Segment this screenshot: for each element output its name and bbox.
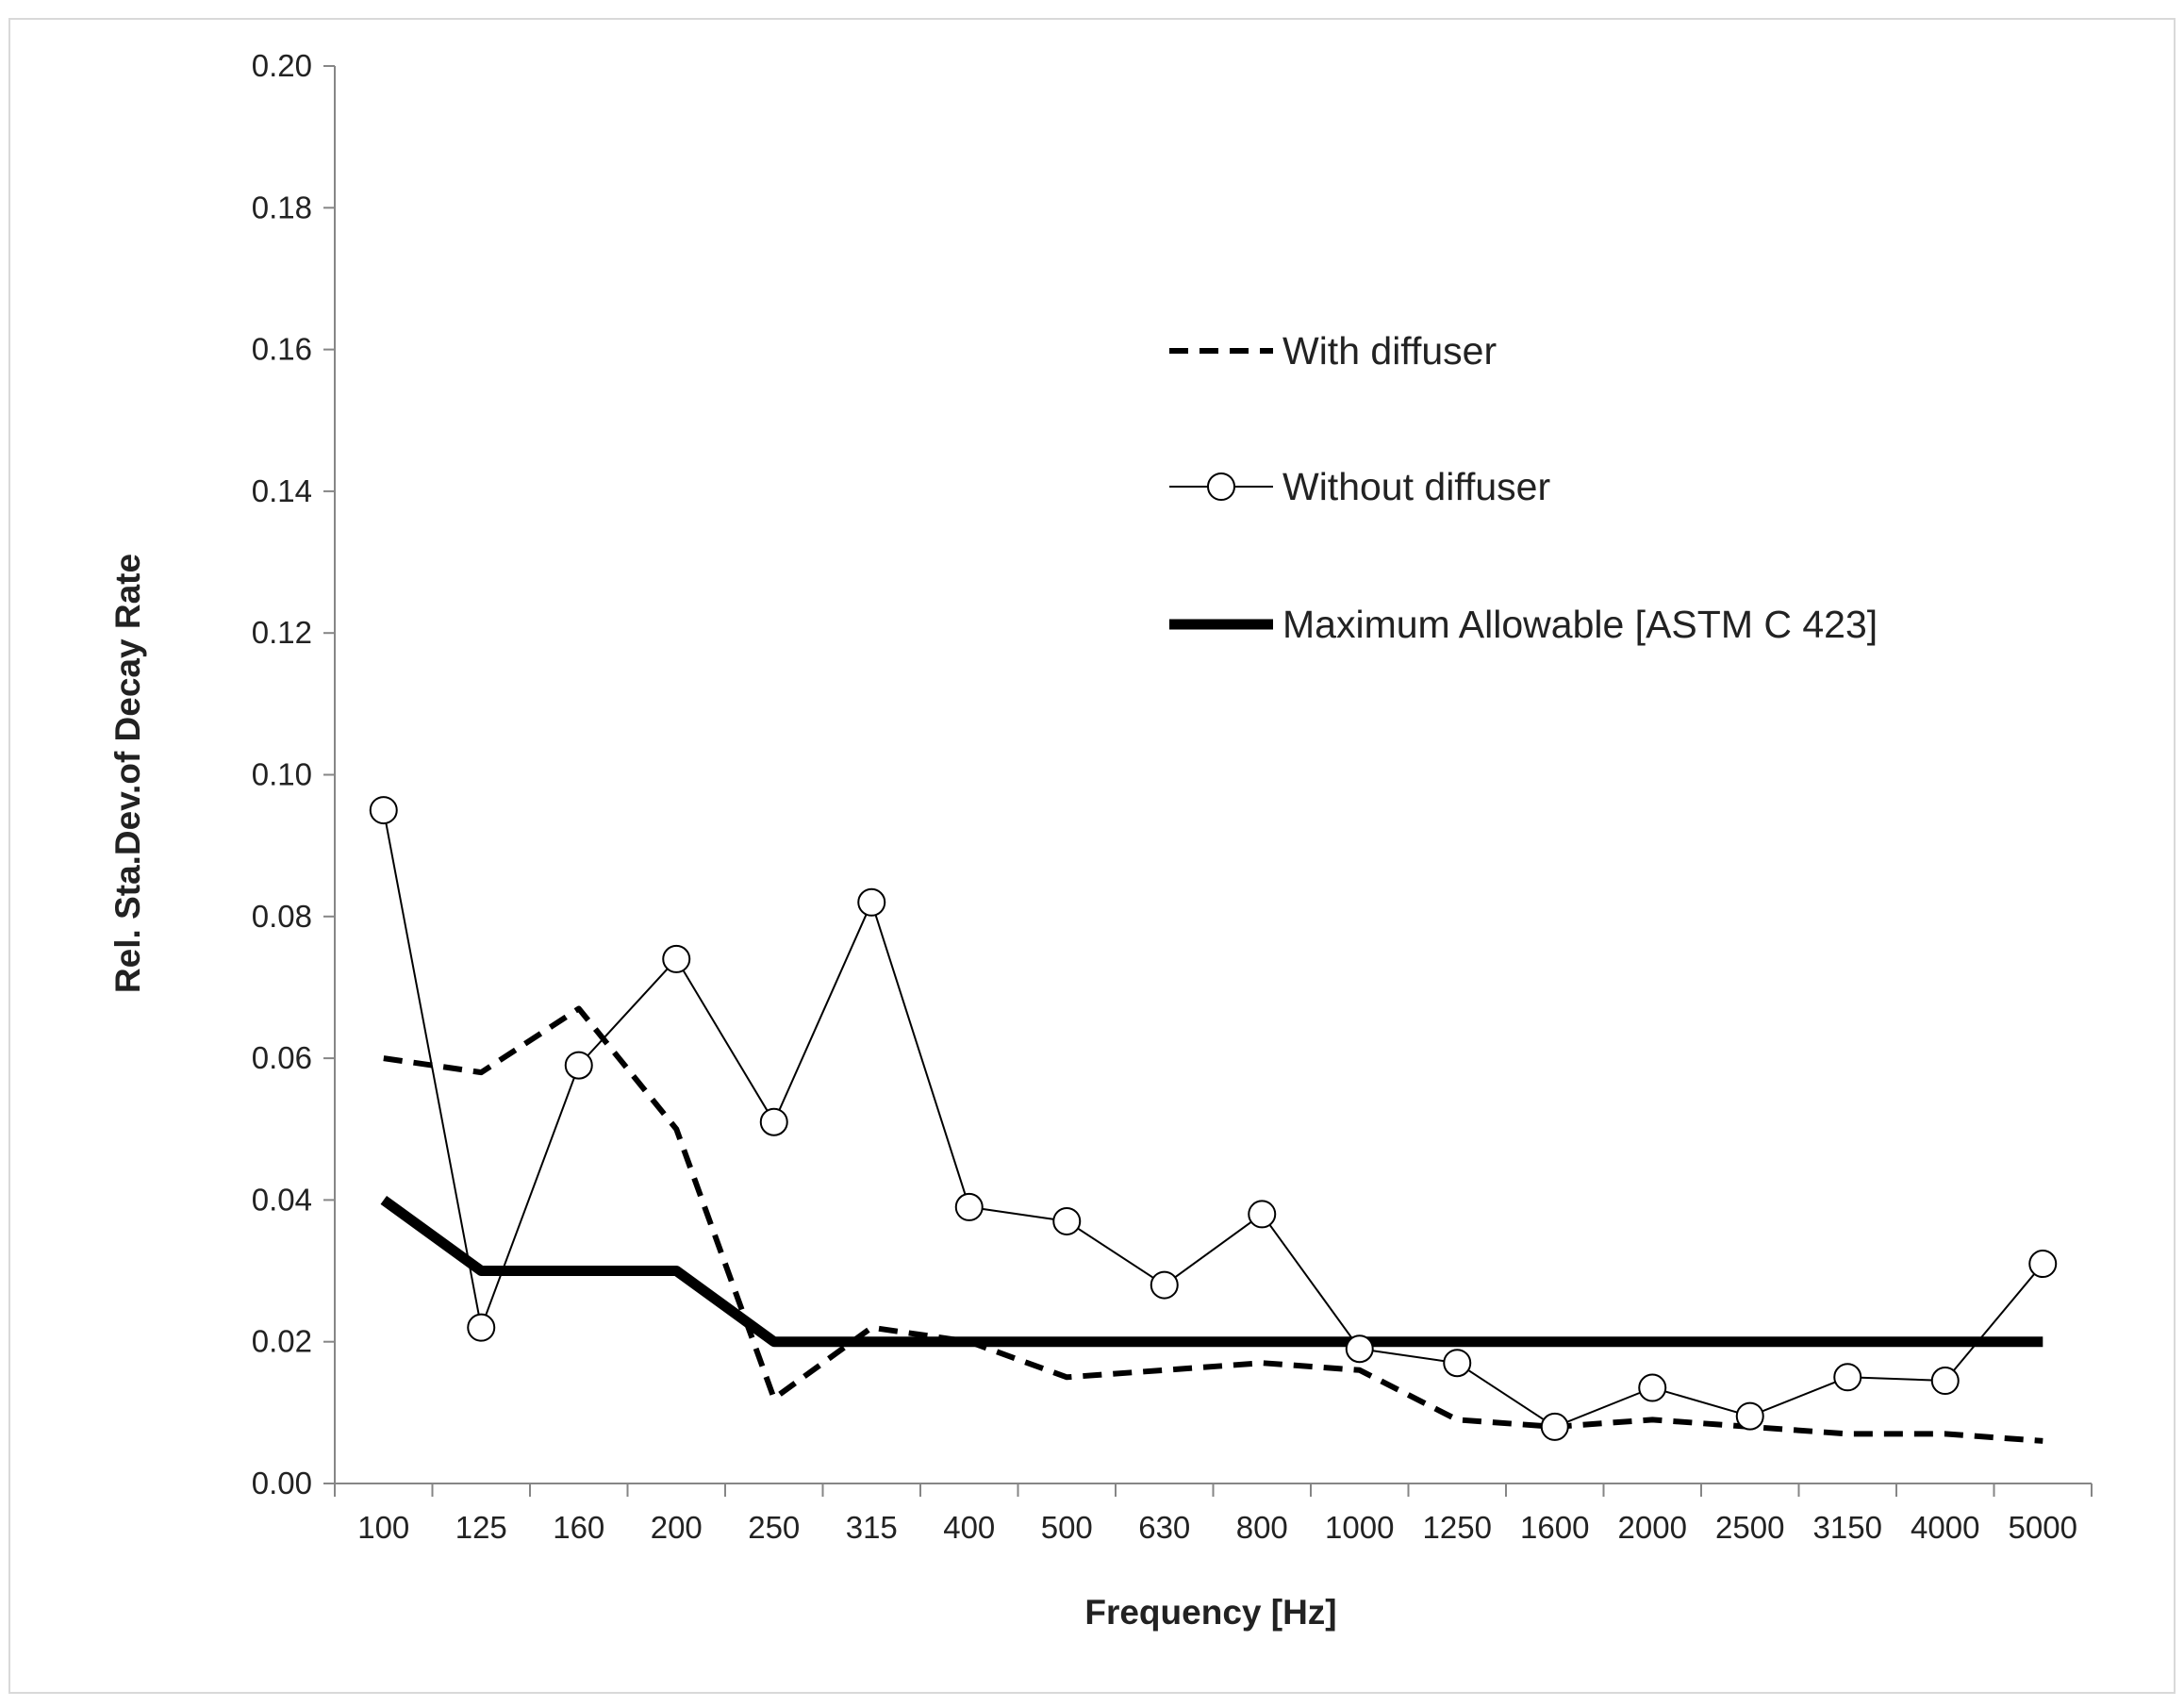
data-point-without-diffuser (1443, 1349, 1472, 1378)
y-tick-label: 0.18 (252, 190, 312, 224)
data-point-without-diffuser (857, 887, 886, 917)
x-tick-label: 4000 (1911, 1510, 1979, 1545)
data-point-without-diffuser (1248, 1200, 1277, 1229)
y-tick-label: 0.12 (252, 615, 312, 650)
y-axis-title: Rel. Sta.Dev.of Decay Rate (108, 554, 147, 993)
axes: 0.00 0.02 0.04 0.06 0.08 0.10 0.12 0.14 0.16 0.18… (252, 48, 2093, 1545)
legend-marker-without-diffuser (1207, 472, 1235, 501)
x-tick-label: 3150 (1813, 1510, 1882, 1545)
series-line-without-diffuser (382, 809, 2044, 1428)
data-point-without-diffuser (369, 796, 398, 825)
y-tick-label: 0.04 (252, 1182, 312, 1217)
data-point-without-diffuser (759, 1107, 788, 1136)
data-point-without-diffuser (564, 1051, 593, 1080)
legend: With diffuser Without diffuser Maximum A… (1169, 329, 1878, 646)
x-tick-label: 2000 (1618, 1510, 1687, 1545)
legend-label-maximum-allowable: Maximum Allowable [ASTM C 423] (1282, 603, 1878, 646)
data-point-without-diffuser (1833, 1363, 1862, 1392)
series-line-with-diffuser (383, 1005, 2043, 1444)
x-tick-label: 400 (943, 1510, 995, 1545)
y-tick-label: 0.16 (252, 332, 312, 367)
data-point-without-diffuser (467, 1313, 496, 1342)
y-tick-label: 0.06 (252, 1040, 312, 1075)
x-tick-label: 125 (455, 1510, 507, 1545)
data-point-without-diffuser (2028, 1250, 2058, 1279)
x-tick-label: 2500 (1715, 1510, 1784, 1545)
x-tick-label: 1000 (1325, 1510, 1394, 1545)
legend-label-without-diffuser: Without diffuser (1282, 465, 1550, 508)
data-point-without-diffuser (1638, 1373, 1667, 1402)
y-tick-label: 0.14 (252, 473, 312, 508)
x-axis-title: Frequency [Hz] (1084, 1593, 1336, 1632)
data-point-without-diffuser (1345, 1334, 1374, 1364)
x-tick-label: 630 (1138, 1510, 1190, 1545)
x-tick-label: 800 (1236, 1510, 1288, 1545)
y-tick-label: 0.08 (252, 899, 312, 934)
y-tick-label: 0.00 (252, 1466, 312, 1500)
legend-label-with-diffuser: With diffuser (1282, 329, 1497, 373)
data-point-without-diffuser (1540, 1412, 1569, 1441)
y-tick-label: 0.20 (252, 48, 312, 83)
y-tick-label: 0.10 (252, 757, 312, 792)
x-tick-label: 5000 (2009, 1510, 2077, 1545)
x-tick-label: 160 (553, 1510, 604, 1545)
data-point-without-diffuser (1735, 1401, 1764, 1431)
x-tick-label: 250 (748, 1510, 800, 1545)
data-point-without-diffuser (954, 1192, 984, 1221)
chart-border (8, 18, 2176, 1694)
data-point-without-diffuser (1150, 1270, 1179, 1300)
data-point-without-diffuser (1930, 1367, 1960, 1396)
data-point-without-diffuser (1052, 1206, 1082, 1235)
series-line-maximum-allowable-astm-c-423 (380, 1195, 2043, 1348)
x-tick-label: 1600 (1520, 1510, 1589, 1545)
x-tick-label: 100 (357, 1510, 409, 1545)
x-tick-label: 1250 (1423, 1510, 1492, 1545)
data-point-without-diffuser (662, 944, 691, 973)
x-tick-label: 315 (846, 1510, 898, 1545)
x-tick-label: 200 (651, 1510, 703, 1545)
y-tick-label: 0.02 (252, 1324, 312, 1359)
x-tick-label: 500 (1041, 1510, 1093, 1545)
series-layer (369, 796, 2058, 1444)
